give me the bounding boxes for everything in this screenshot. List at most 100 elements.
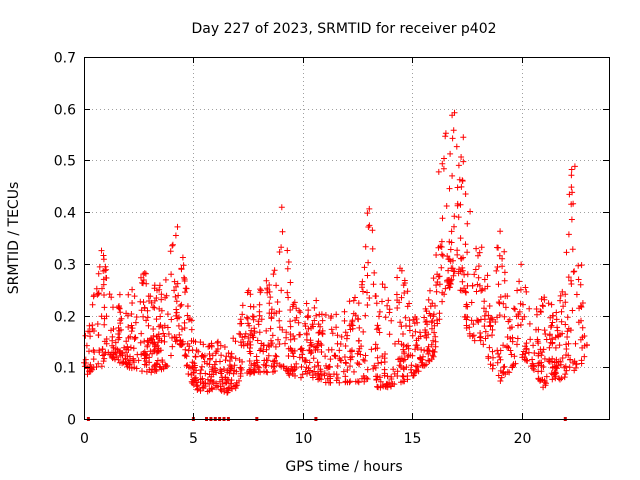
data-point: [188, 378, 195, 385]
axis-ticks: [84, 57, 609, 420]
data-point: [421, 314, 428, 321]
data-point: [96, 263, 103, 270]
data-point: [290, 333, 297, 339]
data-point: [443, 203, 450, 209]
data-point: [428, 341, 435, 348]
data-point: [512, 306, 518, 313]
data-point: [406, 300, 413, 307]
data-point: [273, 360, 280, 367]
data-point: [349, 325, 356, 332]
data-point: [487, 323, 494, 330]
data-point: [117, 309, 124, 316]
data-point: [194, 386, 201, 393]
data-point: [463, 301, 470, 308]
data-point: [384, 302, 391, 309]
data-point: [127, 344, 134, 351]
data-point: [377, 378, 384, 385]
data-point: [469, 282, 476, 289]
data-point: [497, 378, 504, 384]
data-point: [557, 292, 564, 299]
data-point: [169, 334, 175, 341]
data-point: [535, 376, 542, 383]
data-point: [573, 361, 580, 368]
data-point: [130, 355, 137, 362]
data-point: [494, 314, 501, 321]
data-point: [278, 287, 285, 294]
data-point: [401, 356, 408, 363]
data-point: [365, 259, 372, 266]
data-point: [462, 288, 469, 295]
data-point: [144, 307, 151, 314]
data-point: [283, 365, 290, 372]
data-point: [254, 337, 261, 344]
data-point: [565, 231, 572, 238]
data-point: [475, 252, 481, 259]
data-point: [303, 336, 310, 343]
data-point: [545, 300, 552, 307]
data-point: [316, 329, 323, 336]
data-point: [226, 358, 233, 364]
data-point: [144, 342, 151, 349]
data-point: [489, 326, 496, 333]
data-point: [368, 346, 375, 353]
data-point: [467, 333, 473, 339]
data-point: [481, 298, 488, 305]
data-point: [313, 297, 320, 304]
data-point: [212, 367, 219, 374]
data-point: [481, 305, 487, 312]
data-point: [143, 362, 150, 368]
data-point: [250, 334, 257, 341]
data-point: [490, 362, 497, 369]
data-point: [115, 331, 122, 337]
y-tick-label: 0.6: [54, 103, 76, 119]
data-point: [517, 286, 524, 293]
data-point: [442, 133, 449, 140]
data-point: [364, 366, 371, 373]
data-point: [349, 318, 356, 325]
data-point: [550, 364, 556, 371]
data-point: [179, 254, 186, 261]
data-point: [256, 301, 263, 308]
data-point: [221, 385, 228, 392]
data-point: [141, 270, 148, 277]
data-point: [441, 155, 447, 162]
chart-title: Day 227 of 2023, SRMTID for receiver p40…: [191, 21, 496, 37]
data-point: [486, 319, 493, 325]
data-point: [102, 349, 109, 356]
data-point: [171, 278, 178, 285]
data-point: [535, 360, 542, 367]
data-point: [153, 316, 160, 323]
data-point: [516, 278, 523, 285]
y-tick-labels: 0 0.1 0.2 0.3 0.4 0.5 0.6 0.7: [54, 51, 76, 429]
data-point: [90, 356, 97, 363]
data-point: [317, 323, 324, 330]
data-point: [343, 360, 350, 367]
data-point: [102, 263, 109, 270]
data-point: [439, 298, 446, 305]
data-point: [237, 373, 244, 380]
data-point: [442, 130, 449, 137]
data-point: [327, 375, 334, 382]
data-point: [256, 364, 263, 371]
data-point: [448, 239, 455, 246]
data-point: [522, 284, 529, 291]
data-point: [117, 320, 124, 327]
data-point: [290, 353, 297, 360]
data-point: [106, 291, 113, 298]
data-point: [314, 340, 321, 347]
data-point: [556, 342, 563, 349]
data-point: [497, 228, 504, 235]
data-point: [386, 306, 393, 313]
data-point: [385, 297, 392, 304]
data-point: [321, 372, 328, 379]
data-point: [484, 272, 491, 279]
data-point: [555, 332, 562, 339]
data-point: [444, 278, 451, 285]
data-point: [222, 374, 229, 381]
data-point: [151, 368, 158, 375]
data-point: [131, 293, 138, 300]
data-point: [86, 348, 92, 355]
data-point: [278, 363, 285, 370]
data-point: [273, 282, 280, 289]
data-point: [159, 359, 166, 365]
